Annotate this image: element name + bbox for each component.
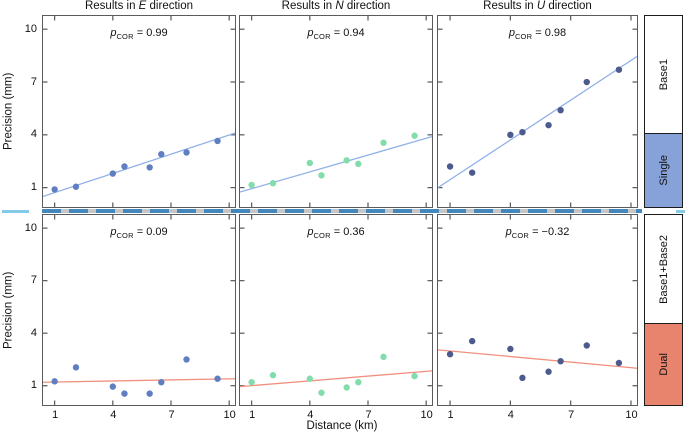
panel-title-u: Results in U direction	[483, 0, 592, 12]
pcor-annotation: pCOR = 0.36	[307, 226, 365, 241]
x-tick-label: 4	[507, 409, 514, 421]
x-tick-label: 7	[168, 409, 175, 421]
x-tick-label: 1	[249, 409, 256, 421]
y-tick-label: 4	[30, 326, 37, 339]
y-tick-label: 7	[30, 274, 37, 287]
x-tick-label: 10	[420, 409, 433, 421]
y-tick-label: 1	[30, 181, 37, 194]
row-separator-right-dash	[676, 210, 685, 213]
plot-panel-e-dual: pCOR = 0.09	[42, 214, 236, 406]
panel-title-e: Results in E direction	[84, 0, 194, 12]
strip-top-row: Base1 Single	[644, 15, 683, 208]
x-tick-label: 4	[307, 409, 314, 421]
plot-area	[240, 215, 432, 405]
y-axis-label-bottom: Precision (mm)	[2, 271, 15, 349]
plot-panel-n-single: pCOR = 0.94	[239, 15, 433, 208]
y-tick-label: 4	[30, 128, 37, 141]
plot-panel-u-dual: pCOR = −0.32	[437, 214, 638, 406]
strip-label-base1: Base1	[657, 58, 670, 91]
x-tick-label: 4	[110, 409, 117, 421]
pcor-annotation: pCOR = 0.99	[110, 27, 168, 42]
pcor-annotation: pCOR = −0.32	[505, 226, 570, 241]
plot-panel-e-single: pCOR = 0.99	[42, 15, 236, 208]
y-axis-label-top: Precision (mm)	[2, 72, 15, 151]
x-tick-label: 1	[447, 409, 454, 421]
pcor-annotation: pCOR = 0.98	[508, 27, 567, 42]
y-tick-label: 7	[30, 75, 37, 88]
row-separator-dashed-line	[42, 209, 642, 213]
y-tick-label: 10	[24, 221, 37, 234]
strip-bottom-row: Base1+Base2 Dual	[644, 214, 683, 406]
x-tick-label: 7	[365, 409, 372, 421]
strip-label-single: Single	[657, 155, 670, 186]
strip-section-base1: Base1	[645, 16, 682, 134]
pcor-annotation: pCOR = 0.94	[307, 27, 365, 42]
plot-area	[438, 16, 637, 207]
strip-section-single: Single	[645, 133, 682, 207]
pcor-annotation: pCOR = 0.09	[110, 226, 168, 241]
plot-panel-n-dual: pCOR = 0.36	[239, 214, 433, 406]
plot-panel-u-single: pCOR = 0.98	[437, 15, 638, 208]
row-separator-left-dash	[2, 210, 29, 213]
panel-title-n: Results in N direction	[281, 0, 391, 12]
strip-section-base1-base2: Base1+Base2	[645, 215, 682, 323]
strip-section-dual: Dual	[645, 322, 682, 405]
y-tick-label: 1	[30, 379, 37, 392]
plot-area	[240, 16, 432, 207]
x-tick-label: 7	[568, 409, 575, 421]
x-tick-label: 1	[52, 409, 59, 421]
x-tick-label: 10	[223, 409, 236, 421]
x-axis-label: Distance (km)	[306, 420, 378, 432]
plot-area	[438, 215, 637, 405]
plot-area	[43, 16, 235, 207]
plot-area	[43, 215, 235, 405]
x-tick-label: 10	[625, 409, 638, 421]
y-tick-label: 10	[24, 22, 37, 35]
strip-label-dual: Dual	[657, 353, 670, 376]
strip-label-base1-base2: Base1+Base2	[657, 234, 670, 304]
